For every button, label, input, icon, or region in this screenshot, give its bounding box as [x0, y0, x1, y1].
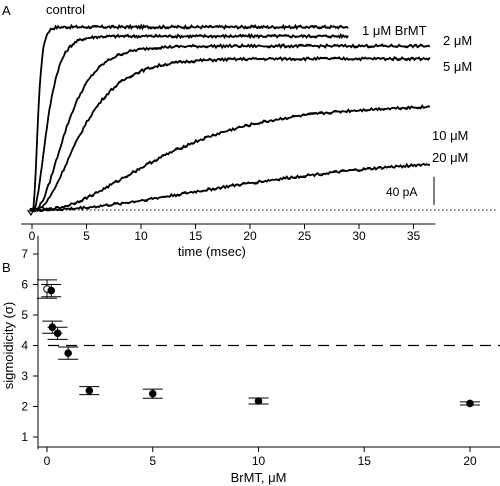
- x-tick-label-20: 20: [243, 229, 257, 243]
- panel-b-label: B: [2, 260, 11, 275]
- y-tick-label-5: 5: [21, 308, 28, 322]
- panel-b-x-ticks: 0 5 10 15 20: [44, 447, 477, 468]
- scale-bar-label: 40 pA: [386, 185, 417, 199]
- panel-a-scale-bar: 40 pA: [386, 176, 435, 205]
- data-point-2: [41, 284, 62, 298]
- trace-1-data: [29, 23, 349, 214]
- panel-a-x-ticks: 0 5 10 15 20 25 30 35: [29, 224, 421, 243]
- trace-4-data: [29, 55, 431, 213]
- x-tick-label-30: 30: [352, 229, 366, 243]
- trace-label-2: 1 μM BrMT: [362, 23, 427, 38]
- trace-5-data: [29, 104, 431, 213]
- trace-2-fit: [29, 35, 349, 211]
- trace-label-6: 20 μM: [432, 150, 468, 165]
- marker: [64, 349, 72, 357]
- marker: [85, 386, 94, 395]
- data-point-9: [460, 399, 480, 408]
- y-tick-label-3: 3: [21, 369, 28, 383]
- y-tick-label-2: 2: [21, 400, 28, 414]
- panel-b-sigmoidicity-plot: B 1 2 3 4 5 6 7 0 5 10 15 20 BrMT, μM sigmoidicity…: [1, 235, 500, 485]
- panel-a-label: A: [2, 3, 11, 18]
- panel-b-data-points: [37, 279, 480, 408]
- trace-5-fit: [29, 106, 430, 211]
- data-point-6: [79, 386, 100, 396]
- panel-a-current-traces: A control 1 μM BrMT 2 μM 5 μM 10 μM 20 μM 40 …: [2, 2, 496, 259]
- y-tick-label-6: 6: [21, 278, 28, 292]
- marker: [148, 389, 157, 398]
- x-tick-label-15: 15: [358, 454, 372, 468]
- y-tick-label-4: 4: [21, 339, 28, 353]
- stimulus-artifact: [27, 209, 35, 217]
- panel-b-y-ticks: 1 2 3 4 5 6 7: [21, 247, 38, 444]
- y-tick-label-1: 1: [21, 430, 28, 444]
- x-tick-label-0: 0: [29, 229, 36, 243]
- x-tick-label-10: 10: [134, 229, 148, 243]
- panel-a-traces: [27, 23, 431, 217]
- trace-1-fit: [29, 26, 349, 211]
- y-tick-label-7: 7: [21, 247, 28, 261]
- x-tick-label-10: 10: [252, 454, 266, 468]
- x-tick-label-5: 5: [83, 229, 90, 243]
- x-tick-label-15: 15: [189, 229, 203, 243]
- trace-6-data: [29, 162, 431, 212]
- trace-label-1: control: [46, 2, 85, 17]
- trace-label-5: 10 μM: [432, 128, 468, 143]
- trace-6-fit: [29, 163, 430, 211]
- panel-b-y-axis-title: sigmoidicity (σ): [1, 302, 16, 389]
- marker: [466, 399, 474, 408]
- x-tick-label-35: 35: [407, 229, 421, 243]
- trace-3-fit: [29, 45, 430, 211]
- data-point-4: [47, 326, 68, 340]
- x-tick-label-5: 5: [149, 454, 156, 468]
- x-tick-label-25: 25: [298, 229, 312, 243]
- data-point-8: [248, 397, 269, 405]
- trace-2-data: [29, 32, 349, 213]
- marker: [53, 329, 62, 338]
- trace-label-4: 5 μM: [443, 59, 472, 74]
- x-tick-label-0: 0: [44, 454, 51, 468]
- marker: [47, 286, 56, 295]
- panel-a-x-axis-title: time (msec): [178, 244, 246, 259]
- trace-4-fit: [29, 58, 430, 211]
- panel-a-trace-labels: control 1 μM BrMT 2 μM 5 μM 10 μM 20 μM: [46, 2, 472, 165]
- data-point-7: [142, 388, 163, 399]
- data-point-5: [58, 346, 79, 360]
- x-tick-label-20: 20: [463, 454, 477, 468]
- marker: [254, 397, 263, 405]
- trace-label-3: 2 μM: [443, 33, 472, 48]
- panel-b-x-axis-title: BrMT, μM: [231, 470, 287, 485]
